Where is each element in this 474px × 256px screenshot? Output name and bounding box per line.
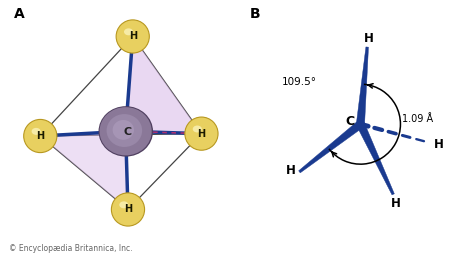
Circle shape	[116, 20, 149, 53]
Text: C: C	[123, 127, 132, 137]
Ellipse shape	[32, 128, 41, 135]
Text: 109.5°: 109.5°	[282, 78, 317, 88]
Circle shape	[111, 193, 145, 226]
Ellipse shape	[193, 125, 202, 132]
Polygon shape	[299, 121, 363, 173]
Ellipse shape	[124, 28, 133, 35]
Ellipse shape	[113, 120, 134, 140]
Text: © Encyclopædia Britannica, Inc.: © Encyclopædia Britannica, Inc.	[9, 244, 133, 253]
Circle shape	[24, 119, 57, 153]
Polygon shape	[357, 122, 394, 195]
Text: H: H	[197, 129, 206, 139]
Polygon shape	[40, 131, 128, 209]
Text: H: H	[128, 31, 137, 41]
Text: 1.09 Å: 1.09 Å	[402, 114, 433, 124]
Text: H: H	[124, 205, 132, 215]
Text: H: H	[285, 164, 295, 177]
Ellipse shape	[107, 114, 142, 147]
Ellipse shape	[119, 201, 128, 208]
Text: H: H	[434, 138, 444, 151]
Ellipse shape	[99, 106, 153, 157]
Ellipse shape	[100, 107, 152, 155]
Text: B: B	[249, 7, 260, 21]
Polygon shape	[126, 36, 201, 134]
Polygon shape	[356, 47, 368, 124]
Circle shape	[185, 117, 218, 150]
Text: H: H	[391, 197, 401, 210]
Text: H: H	[364, 31, 374, 45]
Text: C: C	[345, 115, 354, 128]
Text: A: A	[14, 6, 25, 20]
Text: H: H	[36, 131, 45, 141]
